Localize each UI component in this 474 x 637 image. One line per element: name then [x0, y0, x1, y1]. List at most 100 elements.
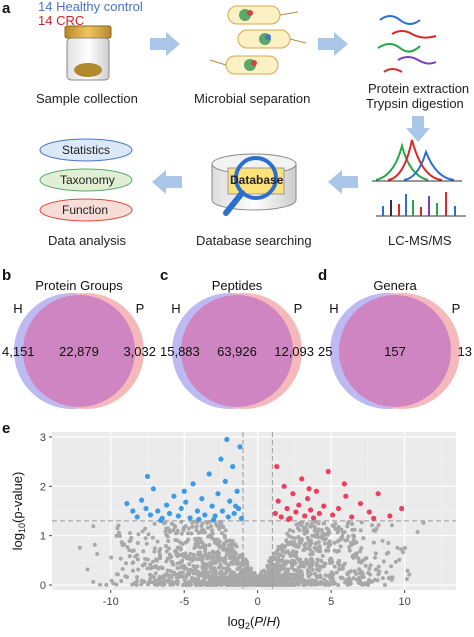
arrow-left-icon: [328, 170, 358, 194]
analysis-item-taxonomy: Taxonomy: [60, 173, 115, 187]
point-up: [272, 510, 278, 517]
y-tick-label: 0: [40, 580, 46, 592]
venn-panel-letter: b: [2, 267, 12, 284]
point-down: [183, 499, 189, 505]
point-down: [134, 514, 140, 520]
venn-left-count: 25: [318, 344, 332, 359]
analysis-items: [39, 138, 133, 222]
point-up: [399, 505, 405, 512]
step-trypsin-digestion: Trypsin digestion: [366, 96, 464, 111]
point-down: [227, 498, 233, 504]
x-tick-label: 0: [255, 596, 261, 608]
y-tick-label: 2: [40, 481, 46, 493]
chromatogram-icon: [372, 139, 462, 182]
point-down: [143, 505, 149, 512]
venn-diagram: Genera H P 25 157 13: [318, 278, 472, 409]
y-tick-label: 1: [40, 531, 46, 543]
point-up: [375, 491, 381, 497]
point-down: [144, 473, 151, 480]
y-tick-label: 3: [40, 432, 46, 444]
venn-right-label: P: [136, 301, 145, 316]
venn-overlap-count: 63,926: [217, 344, 257, 359]
point-down: [238, 515, 245, 522]
venn-diagram: Peptides H P 15,883 63,926 12,093: [160, 278, 314, 409]
point-down: [158, 517, 164, 523]
point-up: [325, 468, 331, 475]
point-down: [219, 508, 226, 514]
point-up: [357, 500, 364, 507]
point-down: [212, 513, 218, 519]
point-up: [310, 515, 317, 521]
venn-overlap-count: 157: [384, 344, 406, 359]
venn-left-count: 15,883: [160, 344, 200, 359]
volcano-plot: -10 -5 0 5 10 0 1 2 3 log2(P/H) log10(p-value): [10, 432, 456, 631]
analysis-item-statistics: Statistics: [62, 143, 111, 157]
sample-jar-icon: [64, 25, 112, 81]
point-up: [349, 514, 355, 520]
step-data-analysis: Data analysis: [48, 233, 127, 248]
y-axis-label: log10(p-value): [10, 472, 27, 551]
database-label: Database: [230, 173, 284, 187]
point-down: [224, 436, 230, 443]
point-down: [225, 514, 231, 520]
point-down: [155, 508, 161, 514]
arrow-right-icon: [150, 32, 180, 56]
venn-overlap: [181, 295, 293, 407]
arrow-right-icon: [318, 32, 348, 56]
point-down: [199, 496, 205, 502]
x-tick-label: -10: [103, 596, 119, 608]
point-down: [139, 497, 145, 503]
venn-right-count: 12,093: [274, 344, 314, 359]
point-up: [371, 515, 377, 522]
point-down: [194, 508, 201, 514]
bacteria-cells-icon: [209, 5, 307, 75]
venn-right-label: P: [452, 301, 461, 316]
point-up: [316, 510, 322, 517]
point-up: [299, 476, 305, 482]
venn-diagram: Protein Groups H P 4,151 22,879 3,032: [2, 278, 156, 409]
venn-right-label: P: [294, 301, 303, 316]
point-down: [233, 503, 239, 509]
point-down: [211, 517, 217, 523]
point-up: [281, 483, 287, 489]
arrow-left-icon: [152, 170, 182, 194]
point-down: [230, 463, 236, 470]
point-up: [329, 512, 336, 518]
legend-healthy: 14 Healthy control: [38, 0, 143, 14]
point-down: [237, 444, 243, 450]
point-up: [296, 502, 302, 508]
venn-overlap-count: 22,879: [59, 344, 99, 359]
point-up: [306, 486, 312, 492]
step-database-searching: Database searching: [196, 233, 312, 248]
venn-left-label: H: [171, 301, 180, 316]
venn-right-count: 13: [458, 344, 472, 359]
point-down: [231, 510, 237, 517]
step-protein-extraction: Protein extraction: [368, 81, 470, 96]
venn-left-label: H: [329, 301, 338, 316]
point-up: [275, 498, 281, 504]
venn-left-label: H: [13, 301, 22, 316]
mass-spectrum-icon: [376, 192, 466, 217]
peptide-strands-icon: [377, 15, 437, 73]
point-up: [307, 507, 314, 513]
point-down: [150, 486, 156, 492]
workflow-diagram: [39, 5, 466, 222]
venn-panel-letter: c: [160, 267, 169, 284]
point-down: [181, 488, 187, 494]
point-down: [218, 456, 224, 462]
x-tick-label: -5: [179, 596, 189, 608]
point-down: [163, 502, 170, 508]
point-up: [313, 488, 320, 494]
point-up: [278, 514, 284, 520]
panel-a-letter: a: [2, 0, 11, 17]
nonsignificant-points: [77, 519, 426, 588]
point-down: [206, 471, 212, 477]
venn-overlap: [339, 295, 451, 407]
point-up: [341, 481, 347, 487]
step-lcms: LC-MS/MS: [388, 233, 452, 248]
venn-title: Peptides: [212, 278, 263, 293]
point-up: [290, 491, 296, 497]
venn-right-count: 3,032: [123, 344, 156, 359]
x-tick-label: 10: [398, 596, 410, 608]
point-down: [178, 505, 184, 512]
